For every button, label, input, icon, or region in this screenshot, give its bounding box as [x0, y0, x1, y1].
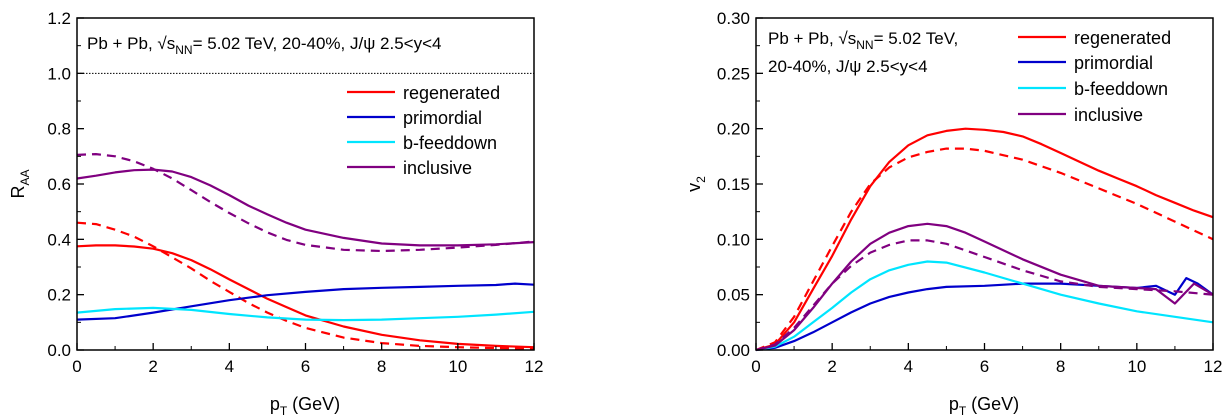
- v2-y-tick-label: 0.15: [717, 175, 750, 194]
- raa-legend-label-b-feeddown: b-feeddown: [403, 133, 497, 153]
- v2-y-tick-label: 0.25: [717, 64, 750, 83]
- raa-x-tick-label: 10: [448, 357, 467, 376]
- v2-y-axis-label: v2: [684, 176, 708, 192]
- v2-x-tick-label: 0: [751, 357, 760, 376]
- raa-series-inclusive-dashed: [76, 153, 535, 253]
- raa-chart: 0 2 4 6 8 10 12 0.0 0.2 0.4 0.6 0.8 1.0 1.2 Pb + Pb, …: [8, 9, 543, 417]
- raa-y-axis-label: RAA: [8, 169, 32, 198]
- raa-series-inclusive: [76, 168, 535, 247]
- raa-y-tick-label: 0.0: [47, 341, 71, 360]
- v2-x-tick-label: 4: [904, 357, 913, 376]
- raa-x-tick-label: 8: [377, 357, 386, 376]
- raa-legend-label-inclusive: inclusive: [403, 158, 472, 178]
- v2-legend-label-primordial: primordial: [1074, 53, 1153, 73]
- raa-ticks: 0 2 4 6 8 10 12 0.0 0.2 0.4 0.6 0.8 1.0 1.2: [47, 9, 543, 376]
- v2-plot-area: [755, 127, 1214, 352]
- raa-legend: regenerated primordial b-feeddown inclus…: [347, 83, 500, 178]
- v2-annotation-line2: 20-40%, J/ψ 2.5<y<4: [768, 57, 928, 76]
- raa-series-primordial: [76, 282, 535, 321]
- v2-series-regenerated-dashed: [755, 147, 1214, 352]
- v2-legend-label-regenerated: regenerated: [1074, 28, 1171, 48]
- raa-x-tick-label: 2: [148, 357, 157, 376]
- v2-legend: regenerated primordial b-feeddown inclus…: [1018, 28, 1171, 125]
- v2-x-tick-label: 10: [1127, 357, 1146, 376]
- v2-chart: 0 2 4 6 8 10 12 0.00 0.05 0.10 0.15 0.20 0.25 0.30 Pb…: [684, 9, 1222, 417]
- raa-series-b-feeddown: [76, 306, 535, 322]
- v2-x-tick-label: 2: [827, 357, 836, 376]
- raa-legend-label-regenerated: regenerated: [403, 83, 500, 103]
- raa-annotation: Pb + Pb, √sNN= 5.02 TeV, 20-40%, J/ψ 2.5…: [87, 34, 441, 57]
- raa-legend-label-primordial: primordial: [403, 108, 482, 128]
- raa-series-regenerated: [76, 244, 535, 349]
- v2-x-tick-label: 12: [1204, 357, 1223, 376]
- v2-annotation-line1: Pb + Pb, √sNN= 5.02 TeV,: [768, 29, 958, 52]
- raa-y-tick-label: 0.8: [47, 120, 71, 139]
- raa-y-tick-label: 0.4: [47, 230, 71, 249]
- v2-series-primordial: [755, 277, 1214, 352]
- raa-x-tick-label: 6: [301, 357, 310, 376]
- raa-plot-area: [76, 72, 535, 350]
- v2-y-tick-label: 0.10: [717, 230, 750, 249]
- v2-y-tick-label: 0.30: [717, 9, 750, 28]
- raa-y-tick-label: 1.0: [47, 64, 71, 83]
- v2-y-tick-label: 0.00: [717, 341, 750, 360]
- raa-y-tick-label: 0.2: [47, 286, 71, 305]
- raa-x-tick-label: 12: [525, 357, 544, 376]
- raa-x-tick-label: 4: [225, 357, 234, 376]
- v2-x-tick-label: 8: [1056, 357, 1065, 376]
- raa-y-tick-label: 0.6: [47, 175, 71, 194]
- v2-x-tick-label: 6: [980, 357, 989, 376]
- v2-legend-label-inclusive: inclusive: [1074, 105, 1143, 125]
- v2-series-inclusive-dashed: [755, 239, 1214, 352]
- raa-y-tick-label: 1.2: [47, 9, 71, 28]
- v2-ticks: 0 2 4 6 8 10 12 0.00 0.05 0.10 0.15 0.20 0.25 0.30: [717, 9, 1223, 376]
- raa-x-tick-label: 0: [72, 357, 81, 376]
- raa-x-axis-label: pT (GeV): [270, 394, 340, 417]
- v2-legend-label-b-feeddown: b-feeddown: [1074, 79, 1168, 99]
- v2-x-axis-label: pT (GeV): [949, 394, 1019, 417]
- v2-series-regenerated: [755, 127, 1214, 352]
- v2-y-tick-label: 0.05: [717, 286, 750, 305]
- raa-plot-frame: [76, 17, 535, 351]
- v2-series-b-feeddown: [755, 260, 1214, 352]
- v2-y-tick-label: 0.20: [717, 120, 750, 139]
